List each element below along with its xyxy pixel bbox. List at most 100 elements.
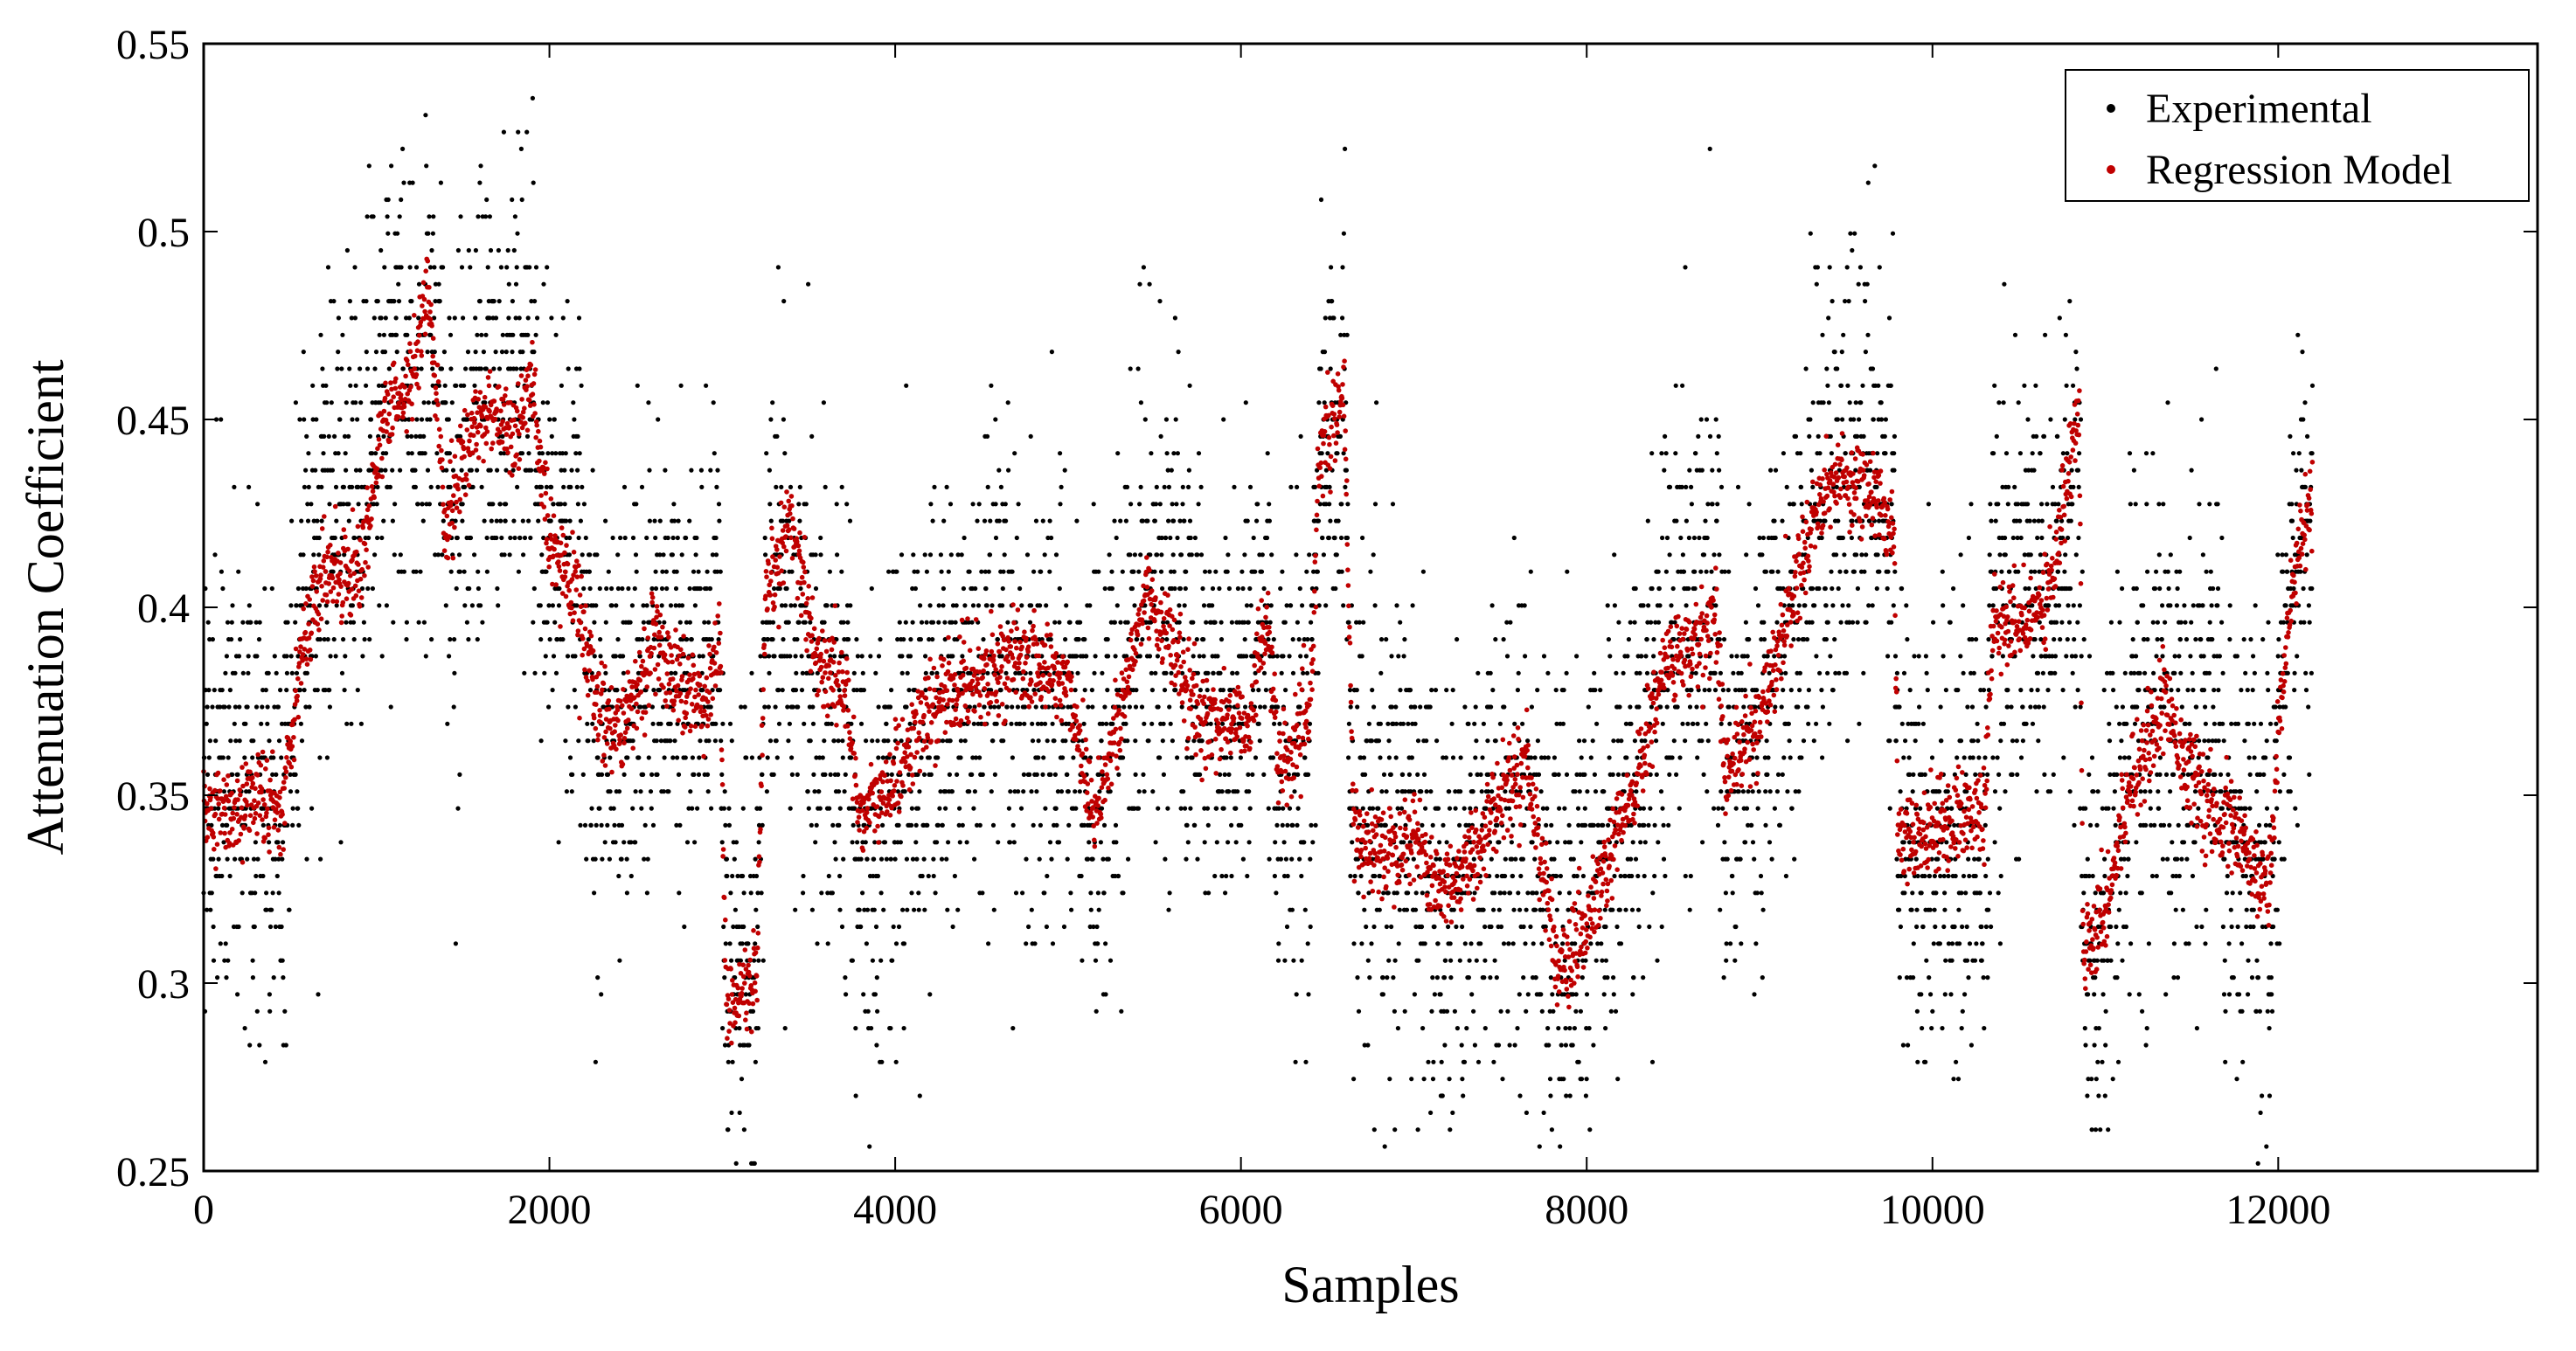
data-point bbox=[316, 992, 321, 997]
data-point bbox=[1540, 907, 1545, 912]
data-point bbox=[1626, 637, 1631, 642]
data-point bbox=[1630, 992, 1635, 997]
data-point bbox=[1369, 941, 1374, 946]
data-point bbox=[232, 721, 237, 726]
data-point bbox=[1532, 856, 1538, 862]
data-point bbox=[697, 654, 702, 659]
data-point bbox=[1603, 958, 1608, 963]
data-point bbox=[1615, 1077, 1621, 1082]
data-point bbox=[382, 265, 387, 270]
data-point bbox=[820, 755, 825, 760]
data-point bbox=[1102, 704, 1107, 710]
data-point bbox=[975, 822, 980, 828]
data-point bbox=[760, 772, 765, 778]
data-point bbox=[1016, 502, 1021, 507]
data-point bbox=[413, 265, 420, 270]
data-point bbox=[1664, 535, 1670, 541]
data-point bbox=[1557, 806, 1562, 811]
data-point bbox=[1184, 755, 1190, 760]
data-point bbox=[433, 299, 438, 304]
data-point bbox=[1013, 890, 1019, 896]
data-point bbox=[1142, 721, 1147, 726]
data-point bbox=[441, 265, 446, 270]
data-point bbox=[359, 585, 365, 592]
data-point bbox=[288, 603, 294, 608]
data-point bbox=[938, 552, 943, 558]
data-point bbox=[1174, 502, 1179, 507]
data-point bbox=[1147, 281, 1152, 287]
data-point bbox=[400, 366, 406, 371]
data-point bbox=[700, 654, 705, 659]
data-point bbox=[641, 620, 647, 625]
data-point bbox=[329, 400, 334, 405]
data-point bbox=[1797, 670, 1802, 676]
data-point bbox=[692, 603, 698, 608]
data-point bbox=[808, 620, 813, 625]
data-point bbox=[1819, 688, 1824, 693]
data-point bbox=[353, 468, 359, 473]
data-point bbox=[207, 738, 212, 744]
data-point bbox=[592, 890, 597, 896]
data-point bbox=[1553, 688, 1559, 693]
data-point bbox=[1003, 518, 1009, 523]
data-point bbox=[858, 856, 864, 862]
data-point bbox=[972, 856, 977, 862]
data-point bbox=[527, 265, 532, 270]
data-point bbox=[1175, 755, 1180, 760]
data-point bbox=[943, 789, 948, 794]
data-point bbox=[1545, 1026, 1551, 1031]
data-point bbox=[531, 180, 536, 185]
data-point bbox=[802, 721, 807, 726]
data-point bbox=[935, 822, 941, 828]
data-point bbox=[1035, 721, 1040, 726]
data-point bbox=[674, 569, 679, 574]
data-point bbox=[913, 840, 919, 845]
data-point bbox=[1118, 518, 1123, 523]
data-point bbox=[1611, 738, 1616, 744]
data-point bbox=[378, 247, 384, 253]
data-point bbox=[1524, 1008, 1529, 1014]
data-point bbox=[1588, 941, 1594, 946]
data-point bbox=[915, 569, 920, 574]
data-point bbox=[782, 1026, 788, 1031]
data-point bbox=[677, 822, 683, 828]
data-point bbox=[743, 992, 748, 997]
data-point bbox=[616, 789, 622, 794]
data-point bbox=[257, 1043, 262, 1048]
data-point bbox=[1689, 502, 1694, 507]
data-point bbox=[1460, 924, 1465, 930]
data-point bbox=[1149, 721, 1155, 726]
data-point bbox=[828, 772, 833, 778]
data-point bbox=[1793, 433, 1799, 439]
data-point bbox=[1078, 620, 1083, 625]
data-point bbox=[246, 789, 252, 794]
data-point bbox=[440, 552, 445, 558]
data-point bbox=[565, 654, 571, 659]
data-point bbox=[536, 518, 541, 523]
data-point bbox=[894, 569, 899, 574]
data-point bbox=[1540, 806, 1545, 811]
data-point bbox=[316, 552, 322, 558]
data-point bbox=[671, 502, 677, 507]
data-point bbox=[1329, 265, 1334, 270]
data-point bbox=[295, 585, 301, 592]
data-point bbox=[303, 468, 309, 473]
data-point bbox=[843, 772, 848, 778]
data-point bbox=[1591, 822, 1596, 828]
data-point bbox=[1254, 518, 1260, 523]
data-point bbox=[1076, 637, 1081, 642]
data-point bbox=[1537, 1144, 1542, 1149]
data-point bbox=[583, 535, 588, 541]
data-point bbox=[1746, 789, 1751, 794]
data-point bbox=[1128, 366, 1133, 371]
data-point bbox=[1116, 772, 1121, 778]
data-point bbox=[1014, 535, 1019, 541]
data-point bbox=[364, 299, 369, 304]
data-point bbox=[538, 738, 544, 744]
data-point bbox=[651, 688, 656, 693]
data-point bbox=[1195, 856, 1200, 862]
data-point bbox=[1261, 670, 1267, 676]
data-point bbox=[1012, 789, 1017, 794]
data-point bbox=[1546, 1043, 1552, 1048]
